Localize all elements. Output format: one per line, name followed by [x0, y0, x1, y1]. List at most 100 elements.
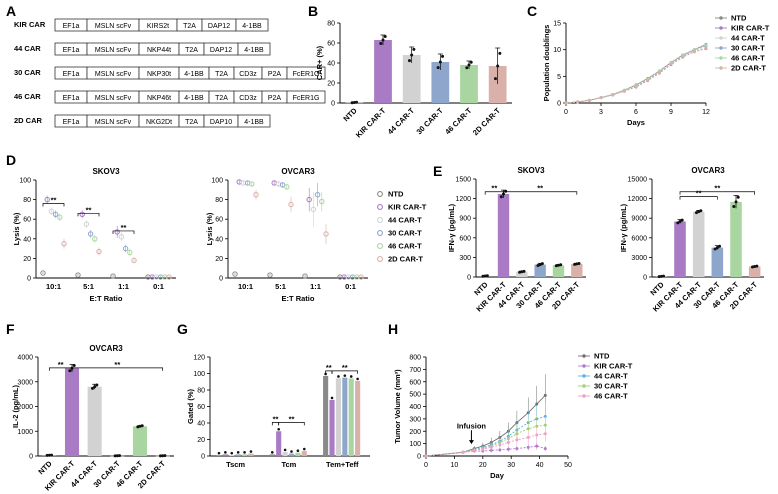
replicate-point [715, 246, 719, 250]
data-point [284, 184, 290, 190]
x-tick-label: 50 [564, 462, 572, 469]
x-tick-label: 20 [479, 462, 487, 469]
x-tick-label: 0 [564, 109, 568, 116]
replicate-point [217, 451, 221, 455]
data-point [704, 43, 708, 47]
y-tick-label: 60 [327, 41, 335, 48]
significance-bracket [679, 191, 756, 195]
legend-marker [377, 243, 383, 249]
y-axis-label: Gated (%) [186, 389, 195, 425]
significance-bracket [112, 230, 135, 234]
replicate-point [678, 219, 682, 223]
legend-label: 44 CAR-T [731, 34, 765, 43]
significance-label: ** [51, 196, 57, 205]
replicate-point [379, 42, 383, 45]
bar [229, 455, 235, 456]
panel-label-d: D [6, 152, 16, 168]
replicate-point [718, 244, 722, 248]
data-point [611, 93, 615, 97]
replicate-point [736, 195, 740, 199]
y-tick-label: 600 [409, 379, 421, 386]
construct-box [237, 114, 271, 128]
y-tick-label: 80 [327, 21, 335, 28]
y-axis-label: Population doublings [542, 25, 551, 102]
replicate-point [68, 369, 72, 373]
legend-label: KIR CAR-T [388, 203, 427, 212]
construct-part: NKG2Dt [146, 119, 172, 126]
data-point [110, 273, 116, 279]
bar [276, 431, 282, 456]
y-axis-label: IL-2 (pg/mL) [11, 385, 20, 428]
replicate-point [496, 64, 500, 68]
data-point [314, 192, 321, 198]
data-point [472, 448, 476, 452]
y-tick-label: 2000 [17, 404, 33, 411]
construct-part: T2A [215, 71, 228, 78]
construct-part: 4-1BB [184, 71, 204, 78]
bar [222, 454, 228, 456]
annotation-arrowhead [468, 440, 474, 445]
y-tick-label: 60 [215, 217, 223, 224]
construct-part: MSLN scFv [95, 23, 132, 30]
y-tick-label: 400 [409, 404, 421, 411]
legend-label: 44 CAR-T [388, 216, 422, 225]
construct-part: DAP12 [208, 23, 230, 30]
data-point [75, 272, 81, 278]
y-tick-label: 5 [557, 74, 561, 81]
construct-part: 4-1BB [184, 95, 204, 102]
x-category-label: 10:1 [238, 282, 253, 291]
y-tick-label: 40 [215, 236, 223, 243]
bar [269, 454, 275, 456]
panel-label-c: C [527, 3, 537, 19]
significance-label: ** [114, 360, 120, 369]
y-tick-label: 0 [557, 101, 561, 108]
replicate-point [412, 47, 416, 51]
data-point [232, 271, 238, 277]
replicate-point [734, 200, 738, 204]
construct-part: EF1a [63, 95, 80, 102]
replicate-point [676, 221, 680, 225]
chart-title: SKOV3 [92, 167, 120, 176]
bar [571, 263, 583, 277]
panel-label-f: F [6, 321, 15, 337]
replicate-point [296, 449, 300, 453]
panel-label-a: A [6, 3, 16, 19]
x-tick-label: 12 [702, 109, 710, 116]
legend-marker [719, 66, 723, 70]
replicate-point [270, 451, 274, 454]
x-axis-label: E:T Ratio [90, 294, 123, 303]
y-tick-label: 10 [553, 47, 561, 54]
data-point [114, 229, 120, 235]
data-point [535, 424, 539, 428]
legend-label: KIR CAR-T [594, 362, 633, 371]
data-point [535, 433, 539, 437]
significance-label: ** [491, 184, 497, 193]
bar [431, 62, 450, 103]
data-point [131, 257, 137, 264]
y-tick-label: 700 [409, 367, 421, 374]
y-tick-label: 0 [27, 276, 31, 283]
y-tick-label: 100 [409, 441, 421, 448]
replicate-point [469, 60, 473, 64]
bar [216, 455, 222, 456]
significance-label: ** [342, 363, 348, 372]
significance-label: ** [121, 223, 127, 232]
y-tick-label: 60 [197, 404, 205, 411]
significance-bracket [331, 370, 358, 374]
construct-part: P2A [268, 95, 282, 102]
construct-part: 4-1BB [242, 23, 262, 30]
legend-label: NTD [731, 14, 747, 23]
chart-title: OVCAR3 [691, 166, 725, 175]
replicate-point [713, 247, 717, 251]
construct-name: 2D CAR [14, 116, 43, 125]
y-tick-label: 20 [215, 256, 223, 263]
y-axis-label: IFN-γ (pg/mL) [447, 203, 456, 252]
data-point [96, 248, 102, 255]
replicate-point [493, 77, 497, 81]
bar [374, 40, 392, 103]
significance-label: ** [289, 414, 295, 423]
data-point [587, 98, 591, 102]
